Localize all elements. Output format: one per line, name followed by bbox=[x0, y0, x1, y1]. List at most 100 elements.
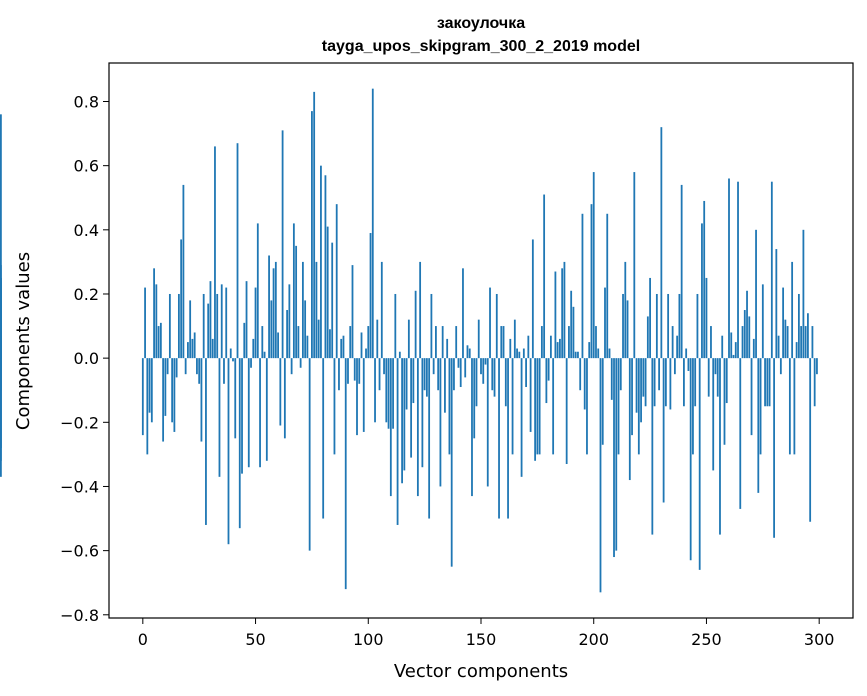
bar-42 bbox=[236, 143, 239, 359]
bar-248 bbox=[701, 223, 703, 359]
bar-256 bbox=[719, 358, 721, 535]
y-tick-label: −0.8 bbox=[60, 606, 99, 625]
bar-148 bbox=[475, 358, 478, 407]
x-tick-label: 100 bbox=[353, 630, 384, 649]
bar-285 bbox=[784, 319, 787, 359]
bar-41 bbox=[234, 358, 237, 439]
bar-202 bbox=[597, 348, 600, 359]
bar-2 bbox=[146, 358, 149, 455]
bar-33 bbox=[216, 293, 219, 359]
bar-138 bbox=[453, 358, 455, 391]
bar-26 bbox=[200, 358, 203, 442]
bar-65 bbox=[288, 284, 291, 359]
bar-290 bbox=[795, 342, 798, 359]
bar-128 bbox=[430, 293, 433, 359]
bar-192 bbox=[574, 351, 577, 359]
y-tick-label: −0.6 bbox=[60, 542, 99, 561]
bar-199 bbox=[590, 204, 593, 359]
bar-170 bbox=[525, 358, 527, 388]
bar-101 bbox=[369, 233, 372, 359]
bar-52 bbox=[259, 358, 261, 468]
y-tick-label: −0.4 bbox=[60, 477, 99, 496]
bar-234 bbox=[669, 358, 672, 410]
bar-152 bbox=[484, 358, 487, 365]
bar-60 bbox=[277, 332, 279, 359]
bar-114 bbox=[398, 351, 401, 359]
bar-110 bbox=[389, 358, 392, 497]
bar-15 bbox=[175, 358, 178, 378]
bar-252 bbox=[710, 326, 712, 359]
bar-218 bbox=[633, 172, 636, 359]
bar-211 bbox=[617, 358, 620, 455]
bar-112 bbox=[394, 293, 397, 359]
bar-58 bbox=[272, 268, 275, 359]
bar-147 bbox=[473, 358, 476, 439]
bar-89 bbox=[342, 335, 345, 359]
bar-227 bbox=[653, 358, 656, 407]
bar-215 bbox=[626, 300, 629, 359]
bar-228 bbox=[655, 293, 658, 359]
bar-229 bbox=[658, 358, 661, 391]
bar-13 bbox=[171, 358, 174, 423]
bar-129 bbox=[432, 358, 435, 375]
bar-102 bbox=[371, 88, 374, 359]
bar-145 bbox=[468, 348, 471, 359]
bar-239 bbox=[680, 184, 683, 359]
bar-175 bbox=[536, 358, 539, 455]
bar-9 bbox=[162, 358, 165, 442]
x-axis-ticks: 0 50 100 150 200 250 300 bbox=[138, 618, 834, 649]
bar-134 bbox=[444, 358, 446, 413]
bar-125 bbox=[423, 358, 426, 391]
bar-244 bbox=[692, 358, 694, 455]
y-tick-label: 0.8 bbox=[74, 92, 99, 111]
bar-144 bbox=[466, 345, 469, 359]
bar-200 bbox=[592, 172, 595, 359]
bar-261 bbox=[730, 332, 733, 359]
bar-281 bbox=[775, 249, 778, 359]
bar-34 bbox=[218, 358, 221, 477]
bar-18 bbox=[182, 184, 185, 359]
bar-132 bbox=[439, 358, 442, 487]
bar-46 bbox=[245, 281, 248, 359]
bar-93 bbox=[351, 265, 354, 359]
bar-282 bbox=[777, 335, 780, 359]
bar-284 bbox=[782, 287, 785, 359]
chart-title: закоулочка bbox=[437, 15, 525, 32]
bar-69 bbox=[297, 326, 300, 359]
bar-38 bbox=[227, 358, 230, 545]
bar-104 bbox=[376, 319, 379, 359]
bar-240 bbox=[683, 358, 685, 407]
bar-187 bbox=[563, 261, 566, 359]
bar-84 bbox=[331, 242, 334, 359]
bar-232 bbox=[664, 358, 667, 407]
bar-121 bbox=[414, 290, 417, 359]
bar-180 bbox=[547, 358, 550, 381]
bar-143 bbox=[464, 358, 467, 378]
bar-168 bbox=[520, 358, 523, 477]
bar-undefined bbox=[0, 358, 2, 477]
bar-95 bbox=[356, 358, 358, 436]
bar-268 bbox=[746, 290, 748, 359]
bar-296 bbox=[809, 358, 812, 522]
bar-19 bbox=[184, 358, 187, 375]
bar-90 bbox=[344, 358, 347, 590]
bar-139 bbox=[455, 326, 458, 359]
bar-28 bbox=[205, 358, 207, 525]
bar-40 bbox=[232, 358, 234, 362]
bar-293 bbox=[802, 229, 805, 359]
bar-5 bbox=[153, 268, 155, 359]
bar-157 bbox=[495, 293, 498, 359]
bar-142 bbox=[462, 268, 464, 359]
bar-155 bbox=[491, 358, 494, 391]
bar-241 bbox=[685, 348, 688, 359]
bar-103 bbox=[374, 358, 376, 423]
bar-111 bbox=[392, 358, 394, 429]
bar-151 bbox=[482, 358, 485, 384]
y-axis-ticks: −0.8 −0.6 −0.4 −0.2 0.0 0.2 0.4 0.6 0.8 bbox=[60, 92, 109, 625]
bar-207 bbox=[608, 348, 611, 359]
bar-77 bbox=[315, 261, 318, 359]
bar-98 bbox=[362, 358, 365, 432]
bar-274 bbox=[759, 358, 762, 455]
bar-250 bbox=[705, 277, 708, 359]
bar-127 bbox=[428, 358, 431, 519]
